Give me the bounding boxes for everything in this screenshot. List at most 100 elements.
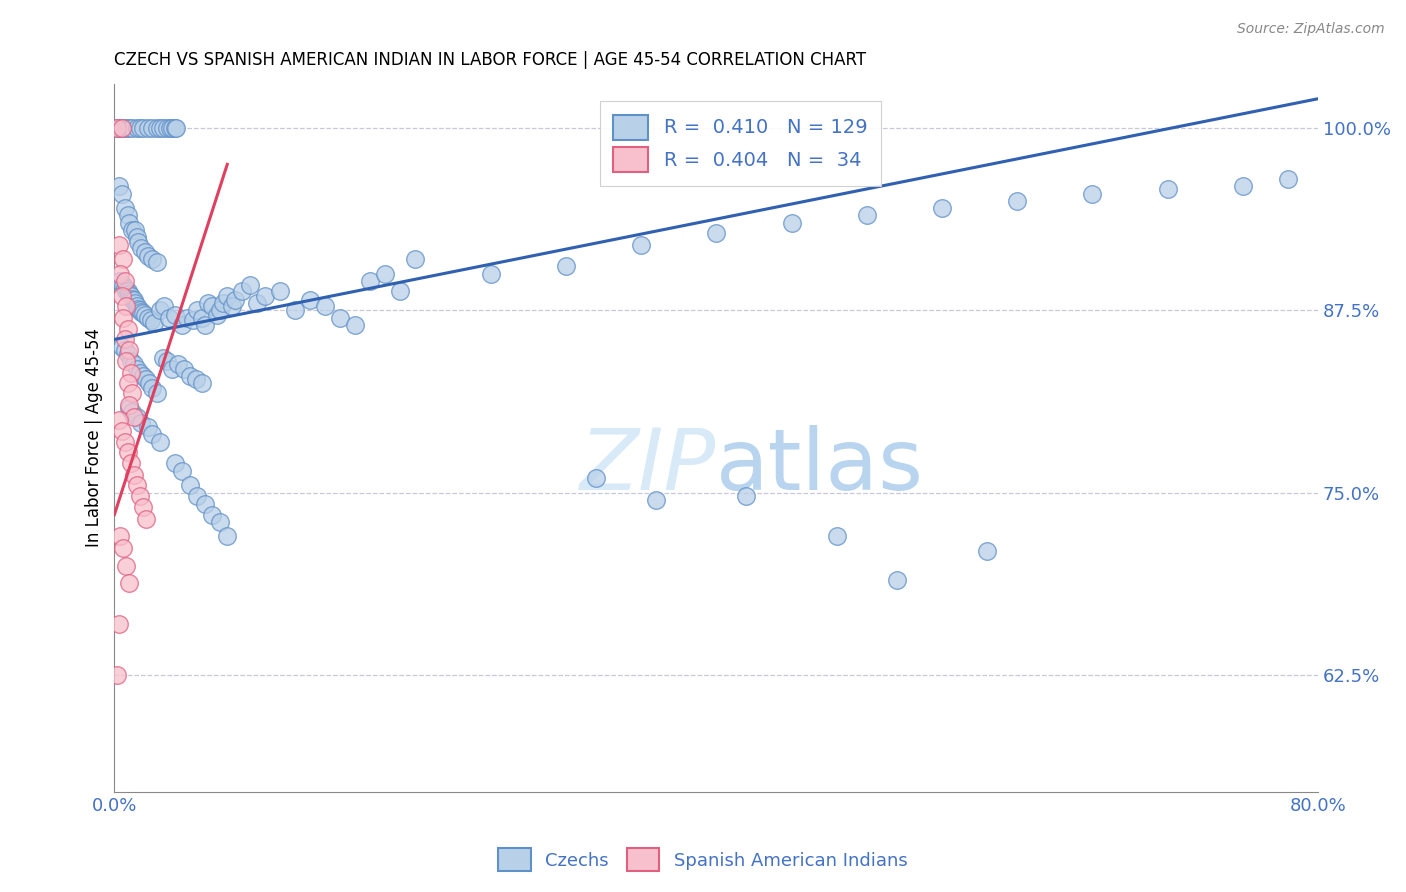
Point — [165, 120, 187, 135]
Point — [112, 541, 135, 555]
Point — [184, 372, 207, 386]
Point — [124, 223, 146, 237]
Point — [124, 296, 146, 310]
Point — [120, 366, 142, 380]
Point — [142, 317, 165, 331]
Point — [120, 457, 142, 471]
Point — [129, 489, 152, 503]
Point — [136, 310, 159, 325]
Point — [190, 376, 212, 391]
Point — [120, 354, 142, 368]
Point — [359, 274, 381, 288]
Point — [374, 267, 396, 281]
Point — [160, 361, 183, 376]
Point — [145, 255, 167, 269]
Point — [121, 223, 143, 237]
Point — [253, 288, 276, 302]
Point — [160, 120, 183, 135]
Point — [107, 668, 129, 682]
Point — [152, 351, 174, 366]
Point — [163, 457, 186, 471]
Point — [217, 288, 239, 302]
Point — [118, 576, 141, 591]
Point — [118, 401, 141, 415]
Point — [585, 471, 607, 485]
Point — [172, 464, 194, 478]
Point — [114, 343, 136, 357]
Point — [132, 368, 155, 383]
Point — [194, 497, 217, 511]
Point — [825, 529, 848, 543]
Point — [114, 434, 136, 449]
Legend: R =  0.410   N = 129, R =  0.404   N =  34: R = 0.410 N = 129, R = 0.404 N = 34 — [599, 101, 882, 186]
Point — [121, 386, 143, 401]
Point — [136, 249, 159, 263]
Point — [224, 293, 246, 307]
Point — [221, 299, 243, 313]
Point — [173, 361, 195, 376]
Point — [201, 508, 224, 522]
Point — [194, 318, 217, 332]
Point — [117, 285, 139, 299]
Point — [125, 361, 148, 376]
Point — [156, 120, 179, 135]
Point — [118, 120, 141, 135]
Point — [931, 201, 953, 215]
Text: CZECH VS SPANISH AMERICAN INDIAN IN LABOR FORCE | AGE 45-54 CORRELATION CHART: CZECH VS SPANISH AMERICAN INDIAN IN LABO… — [114, 51, 866, 69]
Point — [114, 333, 136, 347]
Point — [145, 120, 167, 135]
Point — [141, 381, 163, 395]
Point — [110, 120, 132, 135]
Point — [118, 398, 141, 412]
Point — [112, 278, 135, 293]
Point — [205, 308, 228, 322]
Point — [125, 230, 148, 244]
Point — [111, 120, 134, 135]
Point — [329, 310, 352, 325]
Point — [181, 313, 204, 327]
Point — [134, 244, 156, 259]
Point — [141, 120, 163, 135]
Point — [630, 237, 652, 252]
Point — [135, 512, 157, 526]
Point — [117, 444, 139, 458]
Point — [231, 285, 253, 299]
Point — [141, 252, 163, 267]
Point — [111, 425, 134, 439]
Point — [152, 120, 174, 135]
Point — [111, 186, 134, 201]
Point — [554, 260, 576, 274]
Point — [127, 235, 149, 249]
Point — [121, 405, 143, 419]
Point — [298, 293, 321, 307]
Point — [201, 299, 224, 313]
Text: ZIP: ZIP — [581, 425, 716, 508]
Point — [1081, 186, 1104, 201]
Point — [186, 489, 208, 503]
Point — [110, 267, 132, 281]
Point — [115, 558, 138, 573]
Point — [179, 478, 201, 492]
Point — [217, 529, 239, 543]
Point — [115, 299, 138, 313]
Point — [115, 354, 138, 368]
Point — [117, 322, 139, 336]
Point — [153, 299, 176, 313]
Point — [125, 299, 148, 313]
Point — [122, 357, 145, 371]
Point — [114, 274, 136, 288]
Point — [314, 299, 336, 313]
Point — [172, 318, 194, 332]
Text: atlas: atlas — [716, 425, 924, 508]
Point — [122, 409, 145, 424]
Point — [115, 120, 138, 135]
Point — [284, 303, 307, 318]
Point — [129, 366, 152, 380]
Point — [132, 500, 155, 515]
Point — [120, 288, 142, 302]
Point — [1232, 179, 1254, 194]
Point — [108, 179, 131, 194]
Point — [208, 303, 231, 318]
Point — [389, 285, 412, 299]
Point — [111, 288, 134, 302]
